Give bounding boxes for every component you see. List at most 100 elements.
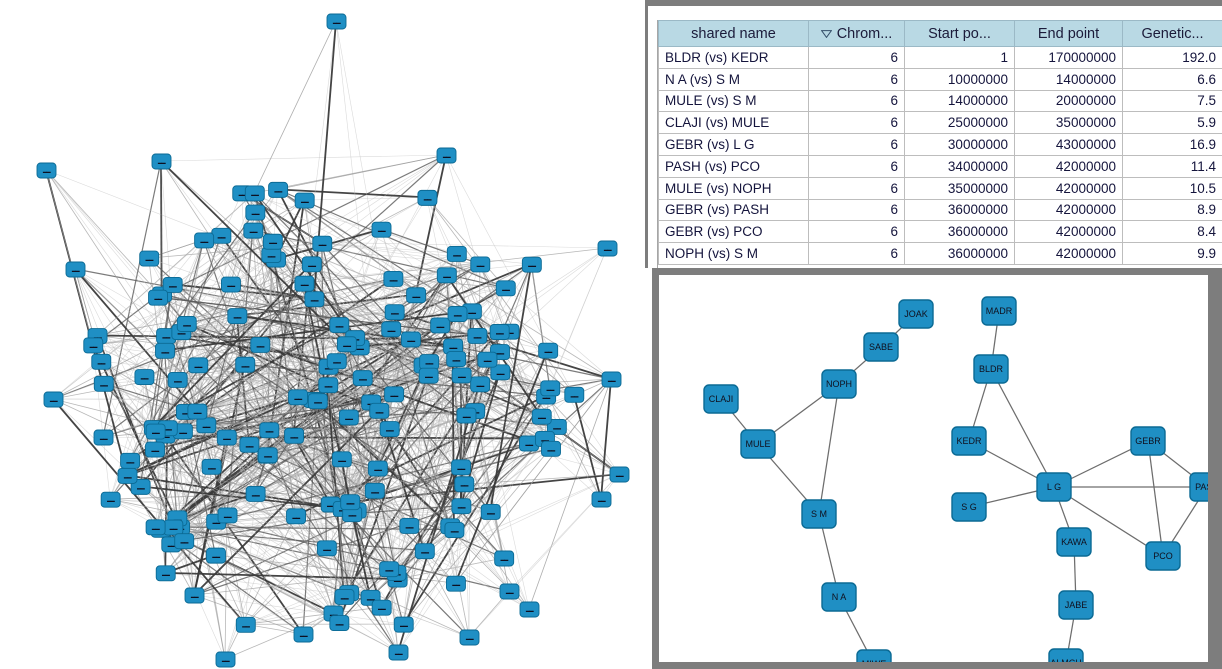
- cell-end_point[interactable]: 42000000: [1014, 154, 1123, 178]
- column-header-genetic[interactable]: Genetic...: [1122, 20, 1222, 47]
- main-network-node[interactable]: [477, 351, 498, 368]
- main-network-node[interactable]: [364, 482, 385, 499]
- table-header-row[interactable]: shared name Chrom... Start po... End point G…: [658, 20, 1222, 47]
- main-network-node[interactable]: [388, 644, 409, 661]
- main-network-node[interactable]: [494, 550, 515, 567]
- main-network-node[interactable]: [384, 386, 405, 403]
- main-network-node[interactable]: [155, 342, 175, 359]
- cell-genetic[interactable]: 8.9: [1122, 198, 1222, 222]
- main-network-node[interactable]: [329, 615, 350, 632]
- main-network-node[interactable]: [93, 429, 114, 446]
- main-network-node[interactable]: [379, 561, 400, 578]
- cell-chromosome[interactable]: 6: [808, 133, 905, 156]
- main-network-node[interactable]: [531, 408, 552, 425]
- main-network-node[interactable]: [145, 519, 166, 536]
- main-network-node[interactable]: [318, 377, 339, 394]
- table-row[interactable]: N A (vs) S M 6 10000000 14000000 6.6: [658, 67, 1222, 91]
- main-network-node[interactable]: [417, 189, 438, 206]
- subnetwork-node[interactable]: KAWA: [1056, 527, 1092, 557]
- cell-chromosome[interactable]: 6: [808, 89, 905, 113]
- main-network-node[interactable]: [151, 153, 172, 170]
- cell-start_point[interactable]: 34000000: [904, 154, 1015, 178]
- main-network-node[interactable]: [312, 235, 333, 252]
- main-network-node[interactable]: [601, 371, 622, 388]
- main-network-node[interactable]: [331, 451, 352, 468]
- cell-shared_name[interactable]: PASH (vs) PCO: [658, 154, 809, 178]
- column-header-shared_name[interactable]: shared name: [658, 20, 809, 47]
- main-network-node[interactable]: [519, 601, 540, 618]
- main-network-node[interactable]: [329, 317, 350, 333]
- column-header-start_point[interactable]: Start po...: [904, 20, 1015, 47]
- subnetwork-node[interactable]: MADR: [981, 296, 1017, 326]
- main-network-node[interactable]: [286, 508, 306, 525]
- main-network-node[interactable]: [316, 540, 337, 557]
- main-network-node[interactable]: [294, 275, 315, 292]
- main-network-node[interactable]: [262, 233, 283, 250]
- cell-end_point[interactable]: 14000000: [1014, 67, 1123, 91]
- subnetwork-node[interactable]: JOAK: [898, 299, 934, 329]
- cell-chromosome[interactable]: 6: [808, 111, 905, 135]
- main-network-node[interactable]: [480, 503, 501, 520]
- main-network-node[interactable]: [459, 629, 480, 646]
- cell-end_point[interactable]: 43000000: [1014, 133, 1123, 156]
- main-network-node[interactable]: [288, 389, 308, 406]
- main-network-node[interactable]: [217, 507, 238, 524]
- main-network-node[interactable]: [184, 587, 205, 604]
- cell-start_point[interactable]: 30000000: [904, 133, 1015, 156]
- main-network-node[interactable]: [176, 316, 197, 332]
- main-network-node[interactable]: [148, 289, 169, 306]
- main-network-node[interactable]: [444, 522, 465, 538]
- main-network-node[interactable]: [470, 376, 491, 393]
- data-table-panel[interactable]: shared name Chrom... Start po... End point G…: [645, 0, 1222, 270]
- main-network-node[interactable]: [591, 491, 612, 508]
- main-network-node[interactable]: [418, 367, 439, 384]
- main-network-node[interactable]: [167, 371, 188, 388]
- main-network-node[interactable]: [244, 185, 265, 202]
- main-network-node[interactable]: [326, 353, 347, 370]
- subnetwork-node[interactable]: CLAJI: [703, 384, 739, 414]
- cell-start_point[interactable]: 10000000: [904, 67, 1015, 91]
- cell-shared_name[interactable]: BLDR (vs) KEDR: [658, 46, 809, 69]
- main-network-node[interactable]: [541, 440, 561, 457]
- main-network-node[interactable]: [145, 441, 165, 458]
- main-network-node[interactable]: [162, 276, 183, 293]
- main-network-node[interactable]: [367, 460, 388, 477]
- table-row[interactable]: NOPH (vs) S M 6 36000000 42000000 9.9: [658, 242, 1222, 265]
- main-network-node[interactable]: [268, 181, 289, 198]
- main-network-node[interactable]: [446, 245, 467, 262]
- main-network-node[interactable]: [451, 367, 472, 384]
- main-network-node[interactable]: [430, 317, 451, 334]
- main-network-node[interactable]: [340, 494, 361, 511]
- main-network-panel[interactable]: ▬▬ ▬▬ ▬▬ ▬▬ ▬▬ ▬▬ ▬▬ ▬▬ ▬▬ ▬▬ ▬▬ ▬▬ ▬▬ ▬▬ ▬▬ ▬▬ ▬▬ ▬▬ ▬▬ ▬▬…: [0, 0, 645, 669]
- main-network-canvas[interactable]: ▬▬ ▬▬ ▬▬ ▬▬ ▬▬ ▬▬ ▬▬ ▬▬ ▬▬ ▬▬ ▬▬ ▬▬ ▬▬ ▬▬ ▬▬ ▬▬ ▬▬ ▬▬ ▬▬ ▬▬…: [0, 0, 645, 669]
- cell-chromosome[interactable]: 6: [808, 46, 905, 69]
- main-network-node[interactable]: [293, 626, 314, 643]
- subnetwork-node[interactable]: PCO: [1145, 541, 1181, 571]
- main-network-node[interactable]: [334, 588, 355, 605]
- main-network-node[interactable]: [100, 491, 121, 508]
- cell-shared_name[interactable]: GEBR (vs) PCO: [658, 220, 809, 244]
- cell-chromosome[interactable]: 6: [808, 67, 905, 91]
- main-network-node[interactable]: [221, 276, 241, 293]
- table-row[interactable]: MULE (vs) S M 6 14000000 20000000 7.5: [658, 89, 1222, 113]
- cell-genetic[interactable]: 8.4: [1122, 220, 1222, 244]
- cell-end_point[interactable]: 20000000: [1014, 89, 1123, 113]
- main-network-node[interactable]: [65, 261, 86, 278]
- main-network-node[interactable]: [540, 380, 561, 397]
- column-header-end_point[interactable]: End point: [1014, 20, 1123, 47]
- cell-shared_name[interactable]: MULE (vs) S M: [658, 89, 809, 113]
- table-row[interactable]: MULE (vs) NOPH 6 35000000 42000000 10.5: [658, 176, 1222, 200]
- cell-genetic[interactable]: 16.9: [1122, 133, 1222, 156]
- cell-start_point[interactable]: 1: [904, 46, 1015, 69]
- cell-genetic[interactable]: 192.0: [1122, 46, 1222, 69]
- subnetwork-node[interactable]: S G: [951, 492, 987, 522]
- main-network-node[interactable]: [369, 402, 390, 419]
- cell-chromosome[interactable]: 6: [808, 242, 905, 265]
- main-network-node[interactable]: [381, 321, 402, 338]
- table-row[interactable]: CLAJI (vs) MULE 6 25000000 35000000 5.9: [658, 111, 1222, 135]
- cell-start_point[interactable]: 36000000: [904, 220, 1015, 244]
- main-network-node[interactable]: [216, 429, 237, 446]
- cell-genetic[interactable]: 9.9: [1122, 242, 1222, 265]
- main-network-node[interactable]: [326, 13, 347, 30]
- main-network-node[interactable]: [454, 476, 475, 493]
